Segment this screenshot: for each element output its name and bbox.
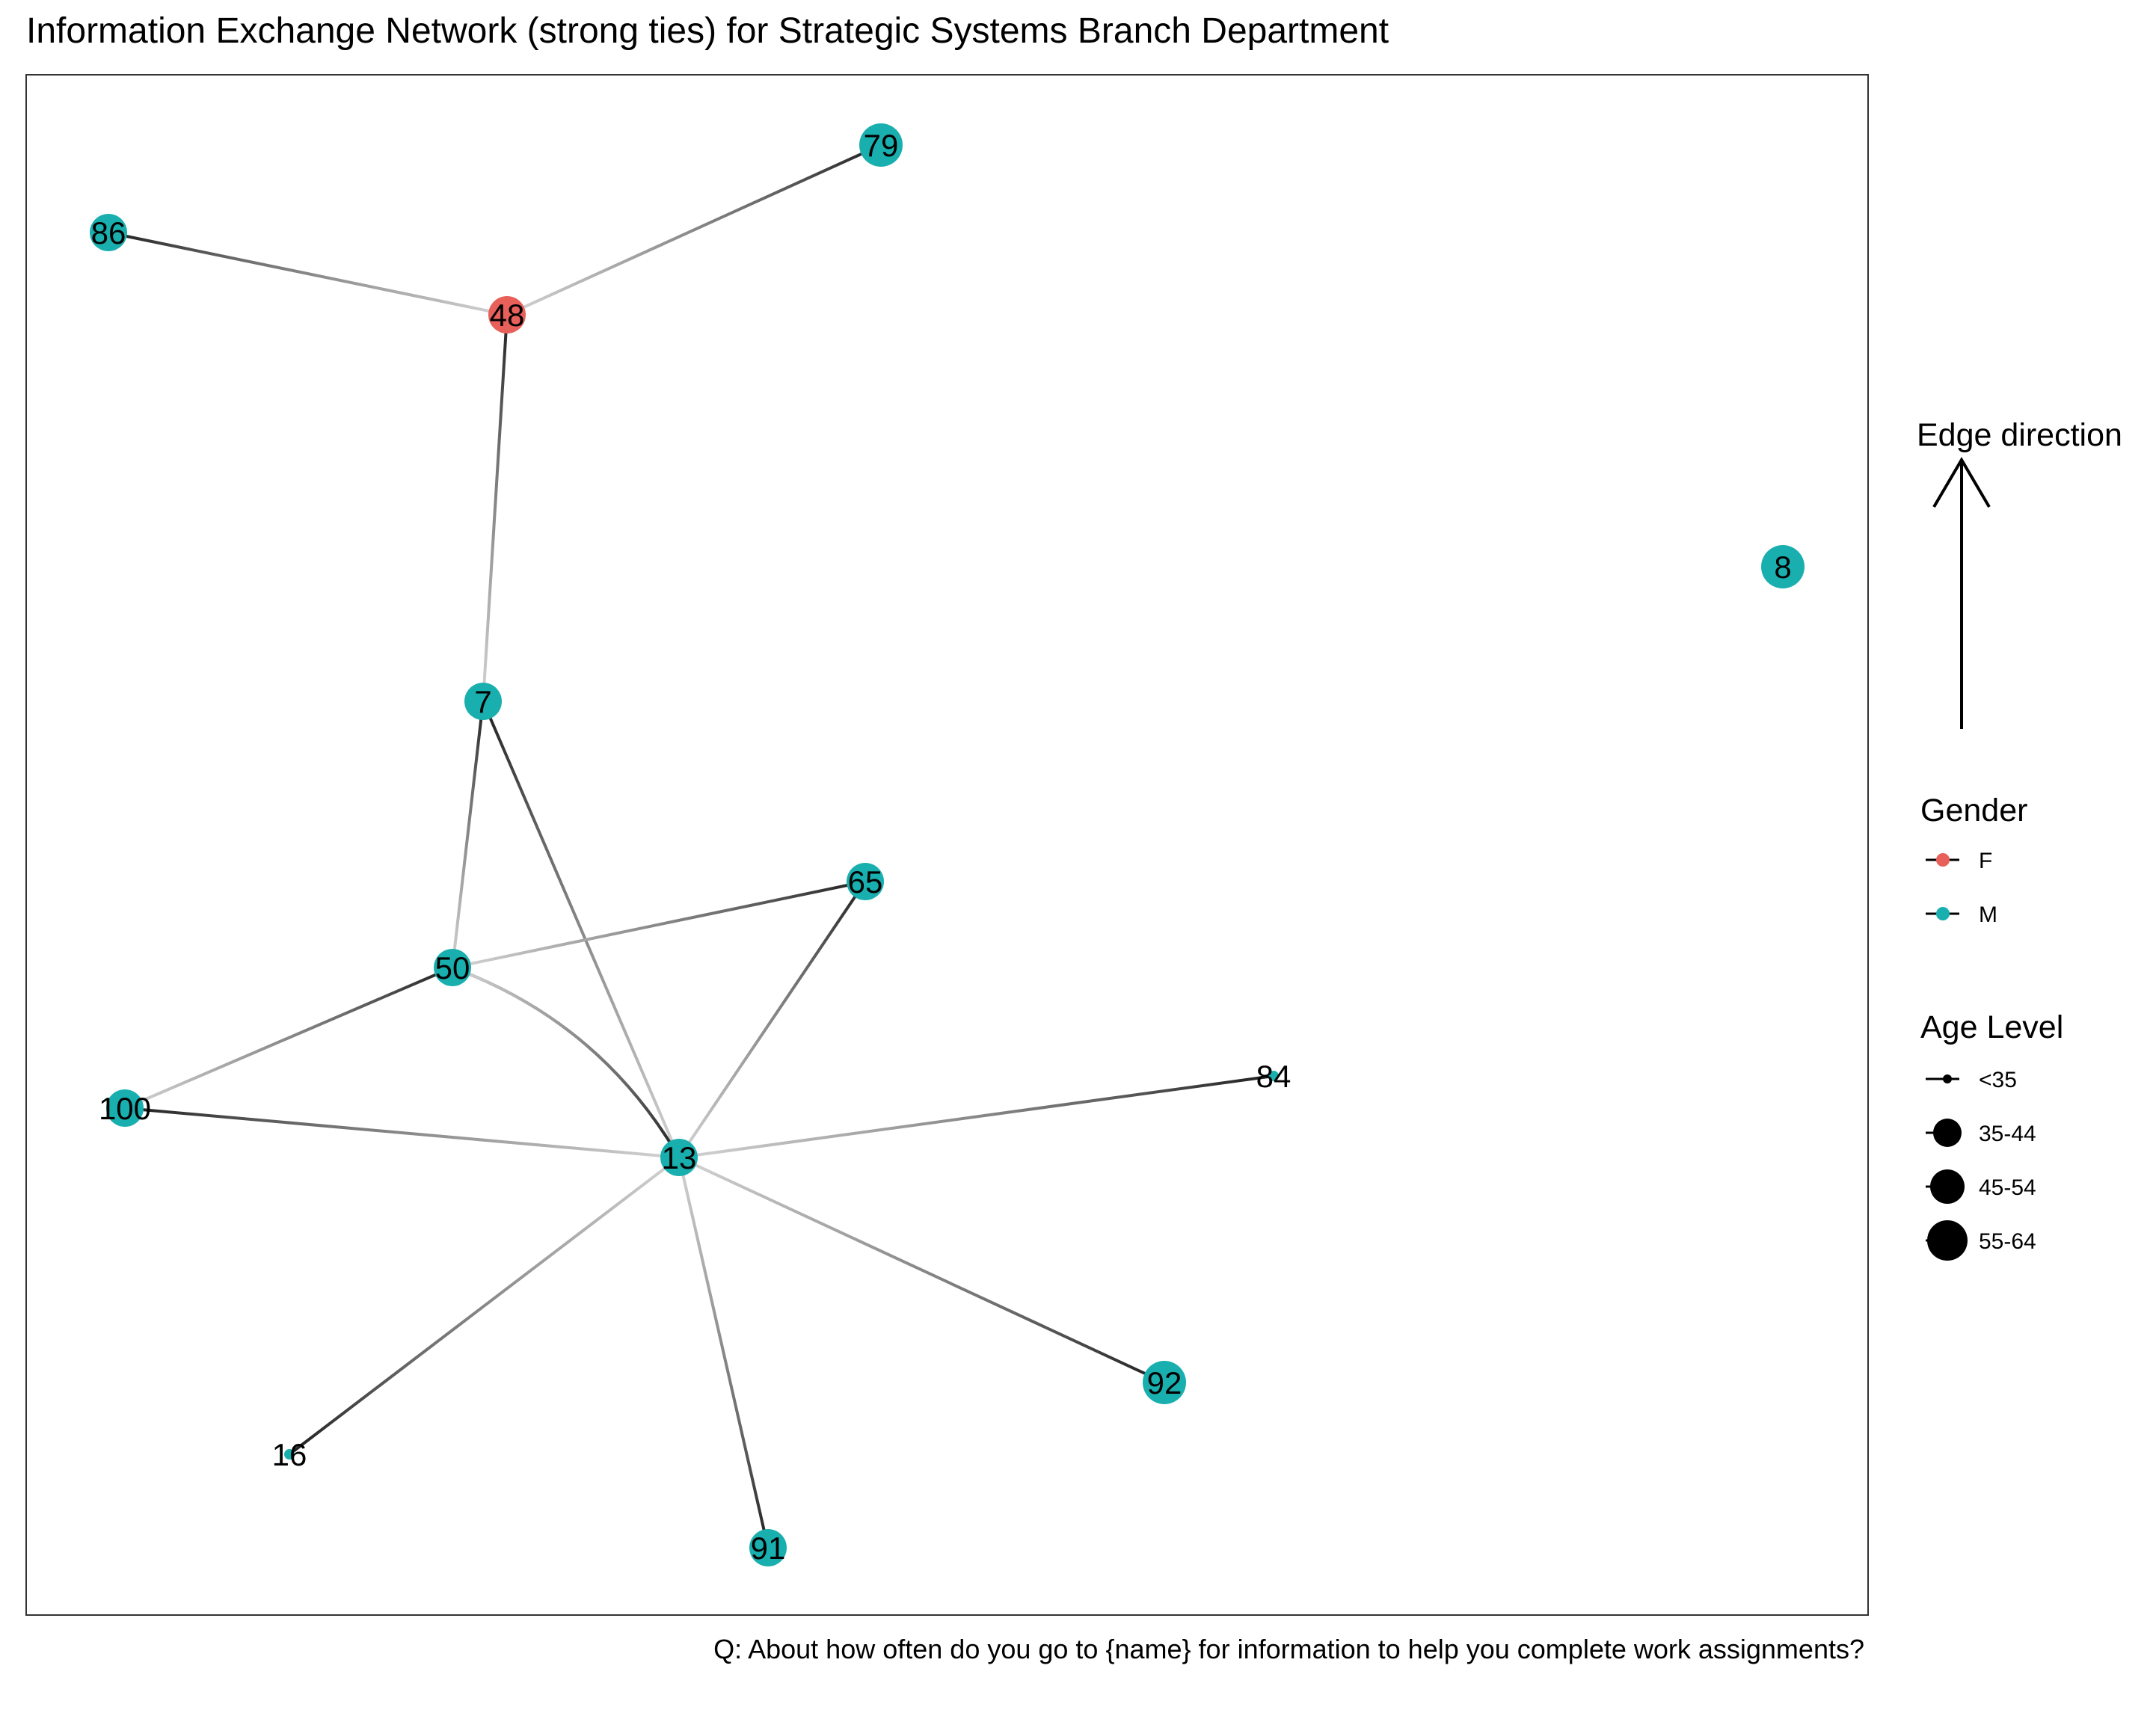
node-79: 79 — [859, 123, 903, 167]
node-16-label: 16 — [272, 1437, 307, 1472]
node-86: 86 — [90, 214, 127, 251]
node-48-label: 48 — [490, 298, 525, 333]
gender-legend-item-F: F — [1926, 849, 1992, 873]
legend-title-edge-direction: Edge direction — [1917, 417, 2122, 453]
node-8: 8 — [1761, 545, 1805, 588]
legend-key-dot — [1930, 1169, 1965, 1204]
node-92: 92 — [1143, 1361, 1186, 1404]
legend-item-label: 35-44 — [1979, 1122, 2036, 1146]
legend-title-age: Age Level — [1920, 1009, 2063, 1045]
edge-50-to-65 — [452, 880, 866, 969]
age-legend: <35 35-44 45-54 55-64 — [1926, 1068, 2036, 1261]
edge-48-to-79 — [506, 144, 882, 316]
node-7-label: 7 — [474, 684, 491, 719]
node-86-marker — [90, 214, 127, 251]
gender-legend-item-M: M — [1926, 902, 1997, 927]
edge-13-to-7 — [482, 701, 681, 1158]
age-legend-item-3: 55-64 — [1926, 1220, 2036, 1261]
node-50: 50 — [434, 949, 471, 986]
edge-13-to-84 — [678, 1074, 1274, 1159]
node-92-label: 92 — [1147, 1365, 1182, 1400]
node-8-label: 8 — [1774, 550, 1791, 585]
edges-layer — [108, 144, 1274, 1549]
edge-13-to-100 — [124, 1107, 680, 1159]
legend-item-label: M — [1979, 902, 1997, 927]
caption: Q: About how often do you go to {name} f… — [713, 1634, 1864, 1664]
legend-key-dot — [1943, 1074, 1952, 1083]
node-8-marker — [1761, 545, 1805, 588]
nodes-layer: 79 86 48 8 7 65 50 84 100 13 92 16 91 — [90, 123, 1805, 1566]
age-legend-item-1: 35-44 — [1926, 1119, 2036, 1147]
node-100: 100 — [99, 1089, 151, 1127]
node-91-label: 91 — [751, 1531, 786, 1566]
age-legend-item-2: 45-54 — [1926, 1169, 2036, 1204]
node-79-label: 79 — [864, 128, 899, 163]
node-65-marker — [847, 863, 884, 900]
node-50-marker — [434, 949, 471, 986]
node-13-label: 13 — [662, 1140, 697, 1175]
node-13: 13 — [660, 1139, 698, 1176]
edge-100-to-50 — [124, 966, 453, 1110]
node-16: 16 — [272, 1437, 307, 1472]
chart-title: Information Exchange Network (strong tie… — [26, 11, 1389, 51]
legend-key-dot — [1936, 853, 1950, 867]
node-92-marker — [1143, 1361, 1186, 1404]
node-79-marker — [859, 123, 903, 167]
edge-13-to-92 — [678, 1156, 1165, 1384]
node-86-label: 86 — [91, 215, 126, 250]
node-65-label: 65 — [848, 864, 883, 899]
node-91-marker — [749, 1529, 787, 1566]
legend: Edge direction Gender FM Age Level <3535… — [1917, 417, 2122, 1261]
node-48-marker — [488, 296, 526, 333]
legend-item-label: <35 — [1979, 1068, 2017, 1092]
node-84: 84 — [1256, 1059, 1292, 1094]
legend-key-dot — [1936, 907, 1950, 920]
legend-key-dot — [1933, 1119, 1962, 1147]
edge-50-to-13 — [452, 966, 681, 1159]
legend-item-label: 45-54 — [1979, 1175, 2036, 1200]
legend-title-gender: Gender — [1920, 793, 2027, 828]
node-7: 7 — [464, 683, 502, 720]
edge-7-to-48 — [482, 314, 509, 702]
node-50-label: 50 — [435, 950, 470, 985]
edge-48-to-86 — [108, 231, 508, 316]
edge-13-to-16 — [288, 1156, 681, 1456]
node-100-marker — [106, 1089, 144, 1127]
edge-50-to-7 — [451, 701, 485, 968]
legend-item-label: F — [1979, 849, 1992, 873]
edge-13-to-65 — [678, 880, 867, 1159]
gender-legend: FM — [1926, 849, 1997, 927]
node-84-marker — [1268, 1071, 1279, 1081]
arrow-up-icon — [1932, 457, 1991, 729]
legend-key-dot — [1927, 1220, 1968, 1261]
legend-item-label: 55-64 — [1979, 1229, 2036, 1254]
node-7-marker — [464, 683, 502, 720]
node-16-marker — [284, 1449, 295, 1460]
node-13-marker — [660, 1139, 698, 1176]
plot-panel — [25, 74, 1869, 1616]
node-84-label: 84 — [1256, 1059, 1292, 1094]
node-48: 48 — [488, 296, 526, 333]
node-65: 65 — [847, 863, 884, 900]
node-100-label: 100 — [99, 1091, 151, 1126]
edge-13-to-91 — [678, 1157, 770, 1549]
age-legend-item-0: <35 — [1926, 1068, 2017, 1092]
node-91: 91 — [749, 1529, 787, 1566]
